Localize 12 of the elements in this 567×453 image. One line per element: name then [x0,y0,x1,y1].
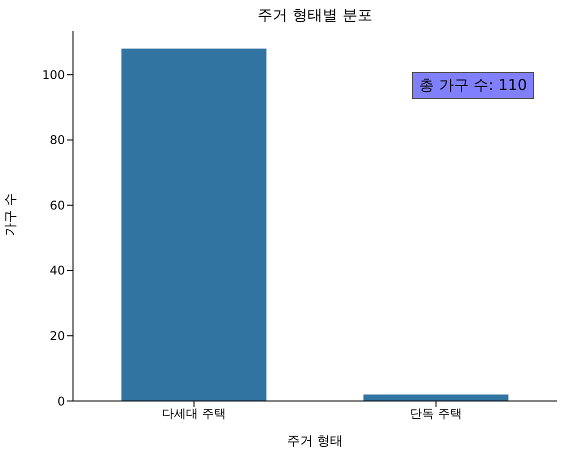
y-tick-label: 80 [50,133,65,148]
annotation: 총 가구 수: 110 [412,72,534,99]
y-axis-title: 가구 수 [4,192,19,236]
y-tick-label: 100 [42,68,65,82]
x-tick-label: 다세대 주택 [162,406,226,421]
y-tick-label: 0 [57,394,65,408]
x-tick-label: 단독 주택 [410,406,462,421]
y-tick-label: 20 [50,329,65,344]
y-tick-label: 60 [50,198,65,212]
x-axis-title: 주거 형태 [286,434,344,449]
y-tick-label: 40 [50,264,65,278]
chart-title: 주거 형태별 분포 [256,6,374,25]
